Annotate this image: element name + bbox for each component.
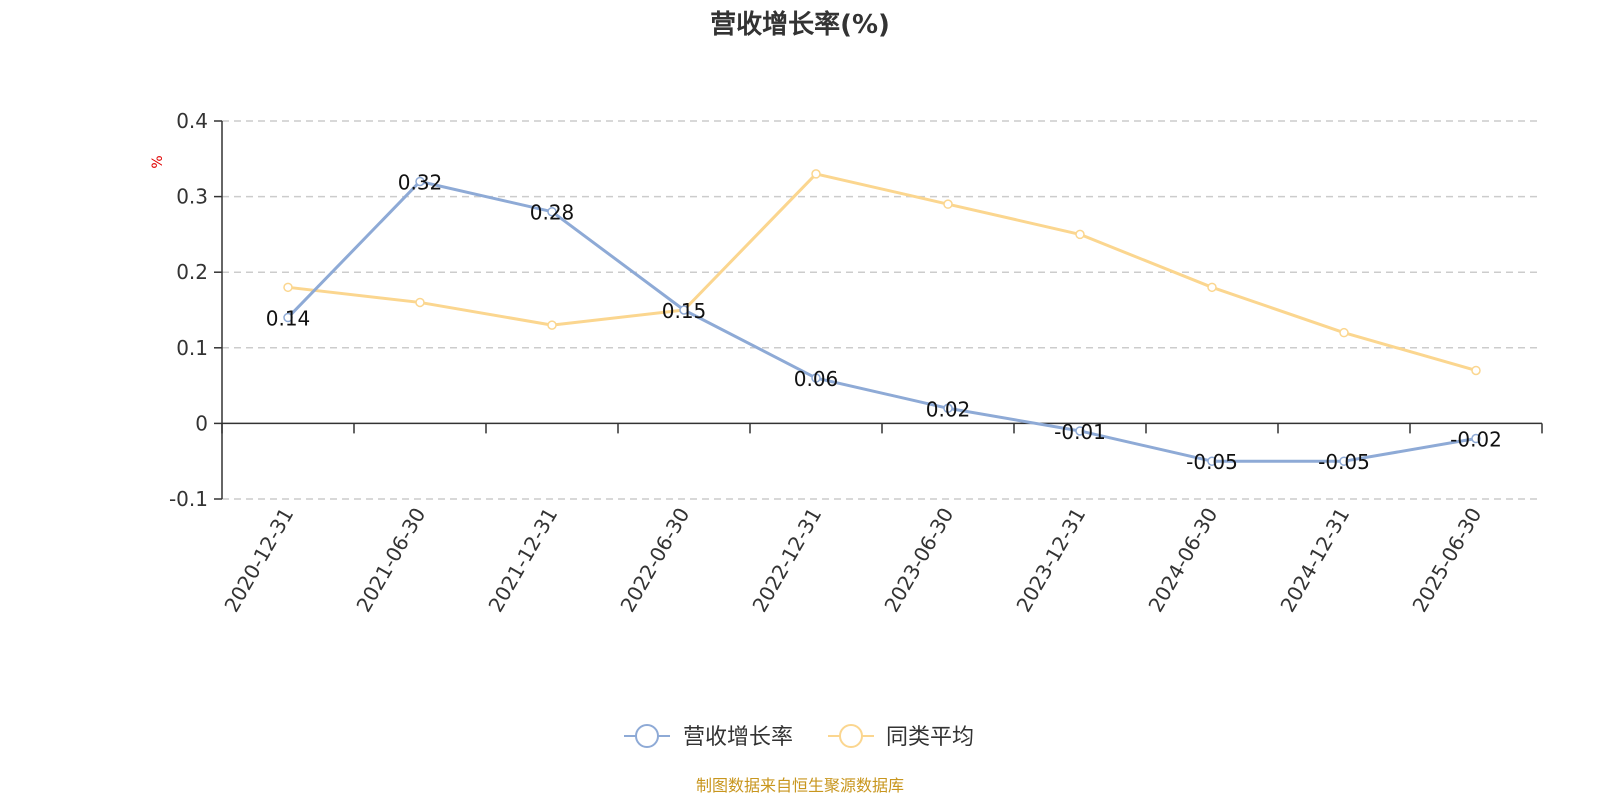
x-tick-label: 2021-12-31 [483, 504, 562, 617]
series-avg-point [283, 282, 293, 293]
y-tick-label: -0.1 [169, 487, 208, 511]
source-note: 制图数据来自恒生聚源数据库 [696, 776, 904, 795]
x-tick-label: 2020-12-31 [219, 504, 298, 617]
series-avg-point [1207, 282, 1217, 293]
series-main-point [547, 206, 557, 217]
y-tick-label: 0.3 [176, 185, 208, 209]
x-tick-label: 2022-12-31 [747, 504, 826, 617]
legend-item-avg[interactable]: 同类平均 [828, 724, 974, 750]
series-main-line [286, 179, 1477, 463]
series-avg-line [287, 172, 1477, 372]
series-avg-point [1339, 327, 1349, 338]
series-main-point [679, 305, 689, 315]
series-main-group [283, 176, 1481, 466]
series-main-point [1339, 456, 1349, 466]
legend-item-main[interactable]: 营收增长率 [624, 724, 793, 750]
data-label: 0.15 [662, 299, 707, 323]
series-avg-point [1075, 229, 1085, 240]
y-tick-label: 0 [195, 411, 208, 435]
grid-lines [222, 120, 1542, 500]
legend: 营收增长率 同类平均 [624, 724, 974, 750]
legend-avg-marker [839, 724, 863, 748]
series-avg-point [811, 169, 821, 179]
y-tick-label: 0.1 [176, 336, 208, 360]
legend-main-label: 营收增长率 [683, 725, 793, 750]
data-label: -0.02 [1450, 428, 1502, 452]
x-tick-label: 2023-12-31 [1011, 504, 1090, 617]
series-main-point [283, 312, 293, 323]
series-avg-point [415, 297, 425, 308]
y-axis-unit-label: % [150, 155, 166, 168]
x-tick-label: 2024-06-30 [1143, 504, 1222, 617]
series-main-point [943, 403, 953, 414]
y-tick-label: 0.2 [176, 260, 208, 284]
data-label: 0.28 [530, 201, 575, 225]
series-main-point [415, 176, 425, 187]
y-tick-label: 0.4 [176, 109, 208, 133]
data-label: 0.32 [398, 170, 443, 194]
x-tick-label: 2024-12-31 [1275, 504, 1354, 617]
data-labels: 0.14 0.32 0.28 0.15 0.06 0.02 -0.01 -0.05 -0.05 -… [266, 170, 1502, 474]
x-tick-label: 2023-06-30 [879, 504, 958, 617]
chart-title: 营收增长率(%) [710, 9, 890, 40]
data-label: -0.05 [1186, 450, 1238, 474]
x-tick-label: 2022-06-30 [615, 504, 694, 617]
y-axis: 0.4 0.3 0.2 0.1 0 -0.1 [169, 109, 223, 511]
legend-main-marker [635, 724, 659, 748]
legend-avg-label: 同类平均 [886, 725, 974, 750]
data-label: -0.01 [1054, 420, 1106, 444]
x-tick-label: 2025-06-30 [1407, 504, 1486, 617]
series-main-point [811, 373, 821, 383]
series-avg-point [943, 199, 953, 209]
series-avg-point [1471, 365, 1481, 376]
x-tick-label: 2021-06-30 [351, 504, 430, 617]
data-label: 0.02 [926, 397, 971, 421]
data-label: 0.06 [794, 367, 839, 391]
series-avg-group [283, 169, 1481, 376]
data-label: 0.14 [266, 307, 311, 331]
series-main-point [1471, 433, 1481, 444]
data-label: -0.05 [1318, 450, 1370, 474]
series-main-point [1207, 456, 1217, 466]
series-main-point [1075, 426, 1085, 436]
series-avg-point [547, 320, 557, 330]
